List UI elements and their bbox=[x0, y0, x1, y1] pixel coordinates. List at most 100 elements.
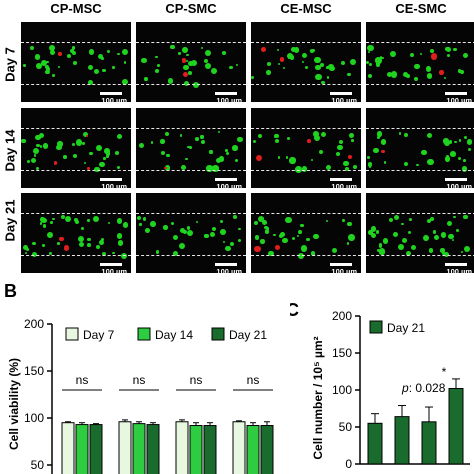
significance-label-b: ns bbox=[247, 373, 260, 387]
fluorescent-cell bbox=[50, 50, 56, 56]
panel-letter-c: C bbox=[290, 300, 299, 320]
fluorescent-cell bbox=[200, 139, 205, 144]
fluorescent-cell bbox=[42, 244, 45, 247]
fluorescent-cell bbox=[74, 220, 79, 225]
fluorescent-cell bbox=[290, 47, 296, 53]
fluorescent-cell bbox=[180, 228, 186, 234]
fluorescent-cell bbox=[138, 143, 144, 149]
y-tick-label-c: 150 bbox=[332, 346, 352, 360]
fluorescent-cell bbox=[58, 66, 61, 69]
fluorescent-cell bbox=[413, 76, 418, 81]
fluorescent-cell bbox=[39, 145, 43, 148]
fluorescent-cell bbox=[338, 139, 344, 144]
fluorescent-cell bbox=[200, 47, 203, 50]
legend-label-b: Day 14 bbox=[155, 328, 193, 342]
fluorescent-cell bbox=[32, 147, 40, 155]
fluorescent-cell bbox=[446, 220, 453, 227]
legend-swatch-b bbox=[211, 327, 225, 341]
bar-b-day14 bbox=[75, 424, 89, 474]
fluorescent-cell bbox=[336, 144, 343, 151]
y-tick-label-b: 50 bbox=[31, 458, 45, 472]
column-header-cp-msc: CP-MSC bbox=[50, 1, 102, 16]
fluorescent-cell bbox=[346, 242, 350, 245]
fluorescent-cell bbox=[369, 165, 372, 168]
channel-boundary-bottom bbox=[136, 84, 246, 85]
fluorescent-cell bbox=[342, 219, 346, 223]
fluorescent-cell bbox=[326, 164, 332, 170]
fluorescent-cell bbox=[255, 155, 262, 162]
fluorescent-cell bbox=[74, 217, 79, 223]
fluorescent-cell bbox=[266, 227, 270, 231]
fluorescent-cell bbox=[443, 138, 449, 144]
fluorescent-cell bbox=[319, 62, 325, 68]
fluorescent-cell bbox=[332, 248, 338, 254]
fluorescent-cell bbox=[33, 154, 37, 157]
fluorescent-cell bbox=[466, 139, 473, 146]
fluorescent-cell bbox=[345, 166, 350, 171]
scale-label: 100 µm bbox=[331, 267, 357, 274]
fluorescent-cell bbox=[367, 50, 370, 53]
fluorescent-cell bbox=[368, 229, 373, 235]
fluorescent-cell bbox=[420, 53, 423, 56]
bar-b-day21 bbox=[203, 425, 217, 474]
fluorescent-cell bbox=[101, 57, 105, 61]
fluorescent-cell bbox=[116, 218, 123, 224]
fluorescent-cell bbox=[187, 70, 192, 75]
fluorescent-cell bbox=[142, 217, 147, 221]
y-axis-b: 50 100 150 200 bbox=[24, 317, 53, 474]
fluorescent-cell bbox=[156, 64, 160, 67]
channel-boundary-top bbox=[136, 128, 246, 129]
fluorescent-cell bbox=[144, 77, 148, 82]
fluorescent-cell bbox=[321, 132, 327, 138]
fluorescent-cell bbox=[446, 159, 449, 163]
legend-c: Day 21 bbox=[369, 320, 425, 335]
y-tick-label-c: 100 bbox=[332, 383, 352, 397]
fluorescent-cell bbox=[194, 136, 199, 141]
fluorescent-cell bbox=[181, 58, 187, 64]
scale-label: 100 µm bbox=[216, 267, 242, 274]
fluorescent-cell bbox=[218, 156, 225, 162]
fluorescent-cell bbox=[137, 216, 142, 221]
fluorescent-cell bbox=[238, 227, 241, 230]
fluorescent-cell bbox=[451, 238, 455, 241]
micrograph-panel: 100 µm bbox=[21, 193, 131, 273]
fluorescent-cell bbox=[107, 50, 111, 54]
fluorescent-cell bbox=[99, 161, 105, 168]
fluorescent-cell bbox=[232, 145, 238, 151]
micrograph-panel: 100 µm bbox=[251, 193, 361, 273]
fluorescent-cell bbox=[463, 215, 468, 220]
fluorescent-cell bbox=[263, 225, 268, 230]
fluorescent-cell bbox=[117, 233, 123, 239]
legend-swatch-b bbox=[137, 327, 151, 341]
fluorescent-cell bbox=[285, 216, 292, 224]
fluorescent-cell bbox=[306, 237, 310, 242]
fluorescent-cell bbox=[326, 66, 329, 69]
fluorescent-cell bbox=[98, 239, 104, 245]
scale-bar bbox=[215, 92, 237, 95]
fluorescent-cell bbox=[311, 159, 314, 162]
fluorescent-cell bbox=[348, 234, 355, 241]
fluorescent-cell bbox=[179, 242, 186, 249]
fluorescent-cell bbox=[27, 159, 31, 164]
micrograph-panel: 100 µm bbox=[136, 108, 246, 188]
fluorescent-cell bbox=[300, 223, 304, 228]
fluorescent-cell bbox=[340, 60, 345, 65]
channel-boundary-top bbox=[21, 128, 131, 129]
fluorescent-cell bbox=[83, 161, 87, 165]
micrograph-panel: 100 µm bbox=[251, 22, 361, 102]
fluorescent-cell bbox=[88, 49, 95, 55]
channel-boundary-bottom bbox=[251, 84, 361, 85]
channel-boundary-bottom bbox=[136, 255, 246, 256]
fluorescent-cell bbox=[443, 77, 446, 80]
fluorescent-cell bbox=[274, 138, 279, 143]
micrograph-panel: 100 µm bbox=[21, 22, 131, 102]
scale-bar bbox=[215, 263, 237, 266]
fluorescent-cell bbox=[30, 157, 36, 163]
fluorescent-cell bbox=[183, 80, 189, 86]
fluorescent-cell bbox=[185, 59, 189, 63]
fluorescent-cell bbox=[416, 164, 419, 167]
scale-label: 100 µm bbox=[101, 182, 127, 189]
fluorescent-cell bbox=[102, 68, 106, 73]
fluorescent-cell bbox=[380, 139, 387, 145]
fluorescent-cell bbox=[432, 230, 437, 234]
